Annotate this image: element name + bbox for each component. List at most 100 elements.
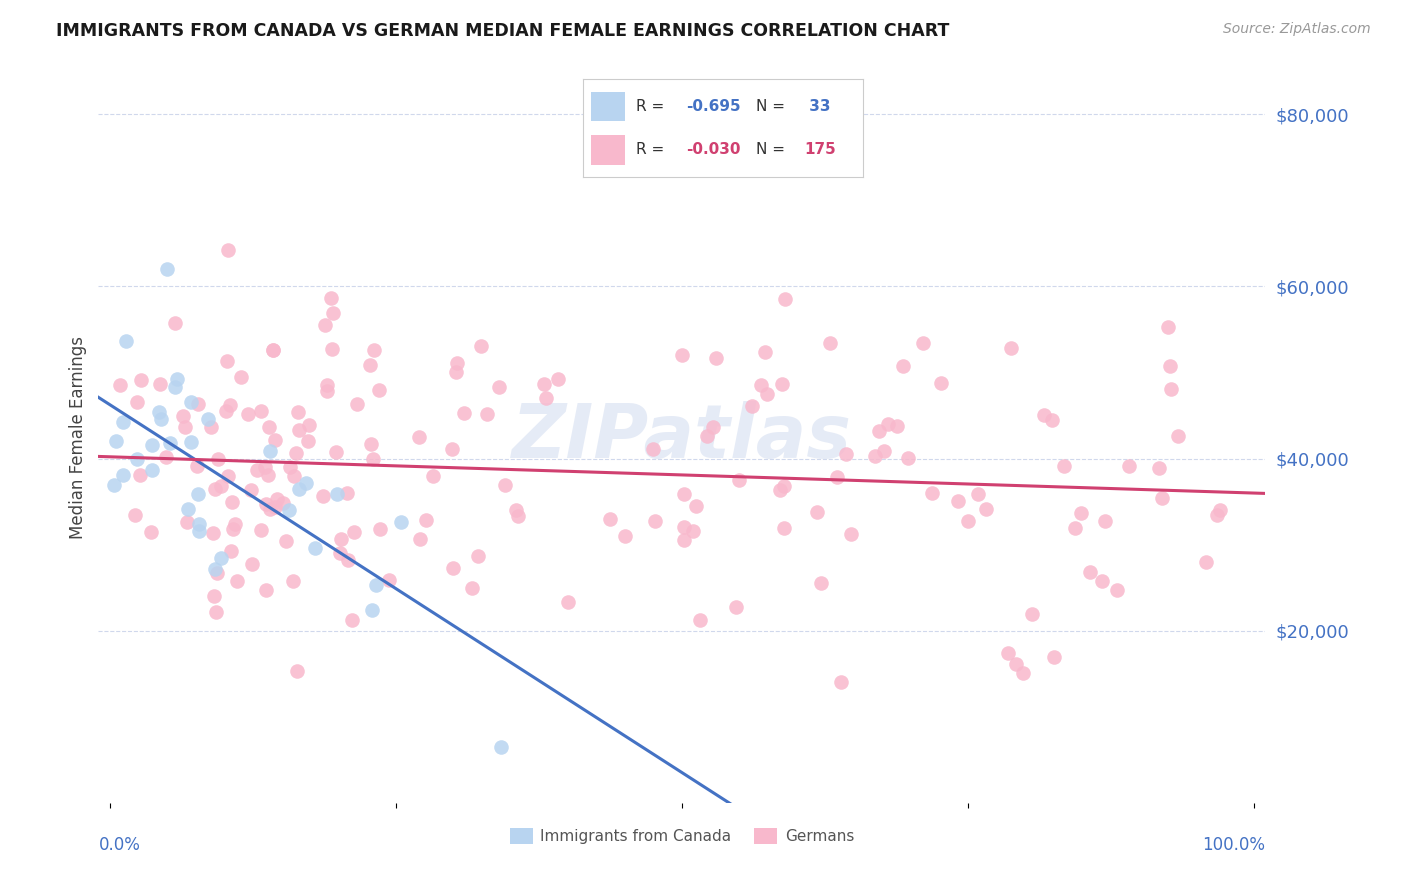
Point: [174, 420, 197, 434]
Point: [103, 477, 125, 491]
Point: [1004, 657, 1026, 671]
Point: [368, 523, 391, 537]
Point: [1012, 666, 1035, 681]
Point: [256, 467, 278, 482]
Point: [673, 533, 696, 547]
Text: Source: ZipAtlas.com: Source: ZipAtlas.com: [1223, 22, 1371, 37]
Point: [319, 291, 342, 305]
Point: [533, 377, 555, 392]
Point: [725, 599, 748, 614]
Point: [827, 469, 849, 483]
Point: [1042, 649, 1064, 664]
Point: [254, 582, 277, 597]
Point: [671, 348, 693, 362]
Point: [1094, 515, 1116, 529]
Point: [250, 523, 273, 537]
Point: [873, 444, 896, 458]
Point: [408, 430, 430, 444]
Point: [641, 442, 664, 456]
Point: [1147, 460, 1170, 475]
Point: [115, 334, 138, 348]
Point: [470, 339, 492, 353]
Point: [321, 343, 343, 357]
Point: [217, 243, 239, 257]
Legend: Immigrants from Canada, Germans: Immigrants from Canada, Germans: [503, 822, 860, 850]
Point: [202, 589, 225, 603]
Point: [180, 435, 202, 450]
Point: [1021, 607, 1043, 622]
Point: [295, 475, 318, 490]
Point: [689, 613, 711, 627]
Point: [207, 452, 229, 467]
Point: [897, 450, 920, 465]
Point: [156, 262, 179, 277]
Point: [1209, 503, 1232, 517]
Point: [1105, 582, 1128, 597]
Point: [105, 434, 128, 449]
Point: [446, 356, 468, 370]
Point: [340, 613, 363, 627]
Point: [1091, 574, 1114, 589]
Point: [342, 524, 364, 539]
Point: [754, 345, 776, 359]
Point: [129, 468, 152, 483]
Point: [312, 490, 335, 504]
Point: [704, 351, 727, 366]
Point: [257, 420, 280, 434]
Point: [360, 437, 382, 451]
Point: [180, 394, 202, 409]
Point: [224, 516, 246, 531]
Point: [254, 497, 277, 511]
Point: [283, 469, 305, 483]
Point: [770, 376, 793, 391]
Point: [326, 487, 349, 501]
Point: [911, 335, 934, 350]
Point: [547, 372, 569, 386]
Point: [946, 494, 969, 508]
Point: [124, 508, 146, 522]
Point: [219, 544, 242, 558]
Point: [316, 384, 339, 399]
Point: [363, 451, 385, 466]
Point: [200, 420, 222, 434]
Point: [741, 399, 763, 413]
Point: [361, 603, 384, 617]
Point: [177, 501, 200, 516]
Point: [207, 566, 229, 581]
Point: [139, 525, 162, 540]
Point: [284, 446, 307, 460]
Point: [281, 574, 304, 589]
Point: [494, 477, 516, 491]
Point: [204, 562, 226, 576]
Point: [149, 411, 172, 425]
Point: [835, 447, 858, 461]
Point: [461, 581, 484, 595]
Point: [1078, 566, 1101, 580]
Point: [278, 503, 301, 517]
Point: [240, 558, 263, 572]
Point: [304, 541, 326, 555]
Point: [756, 387, 779, 401]
Point: [215, 403, 238, 417]
Point: [818, 336, 841, 351]
Point: [188, 516, 211, 531]
Point: [266, 492, 288, 507]
Point: [337, 553, 360, 567]
Point: [672, 520, 695, 534]
Point: [806, 505, 828, 519]
Point: [229, 369, 252, 384]
Point: [108, 377, 131, 392]
Point: [366, 578, 388, 592]
Point: [276, 534, 298, 549]
Point: [773, 521, 796, 535]
Point: [810, 576, 832, 591]
Point: [1053, 458, 1076, 473]
Point: [346, 397, 368, 411]
Point: [841, 527, 863, 541]
Point: [685, 500, 707, 514]
Point: [557, 595, 579, 609]
Point: [246, 463, 269, 477]
Point: [222, 523, 245, 537]
Point: [125, 451, 148, 466]
Point: [378, 573, 401, 587]
